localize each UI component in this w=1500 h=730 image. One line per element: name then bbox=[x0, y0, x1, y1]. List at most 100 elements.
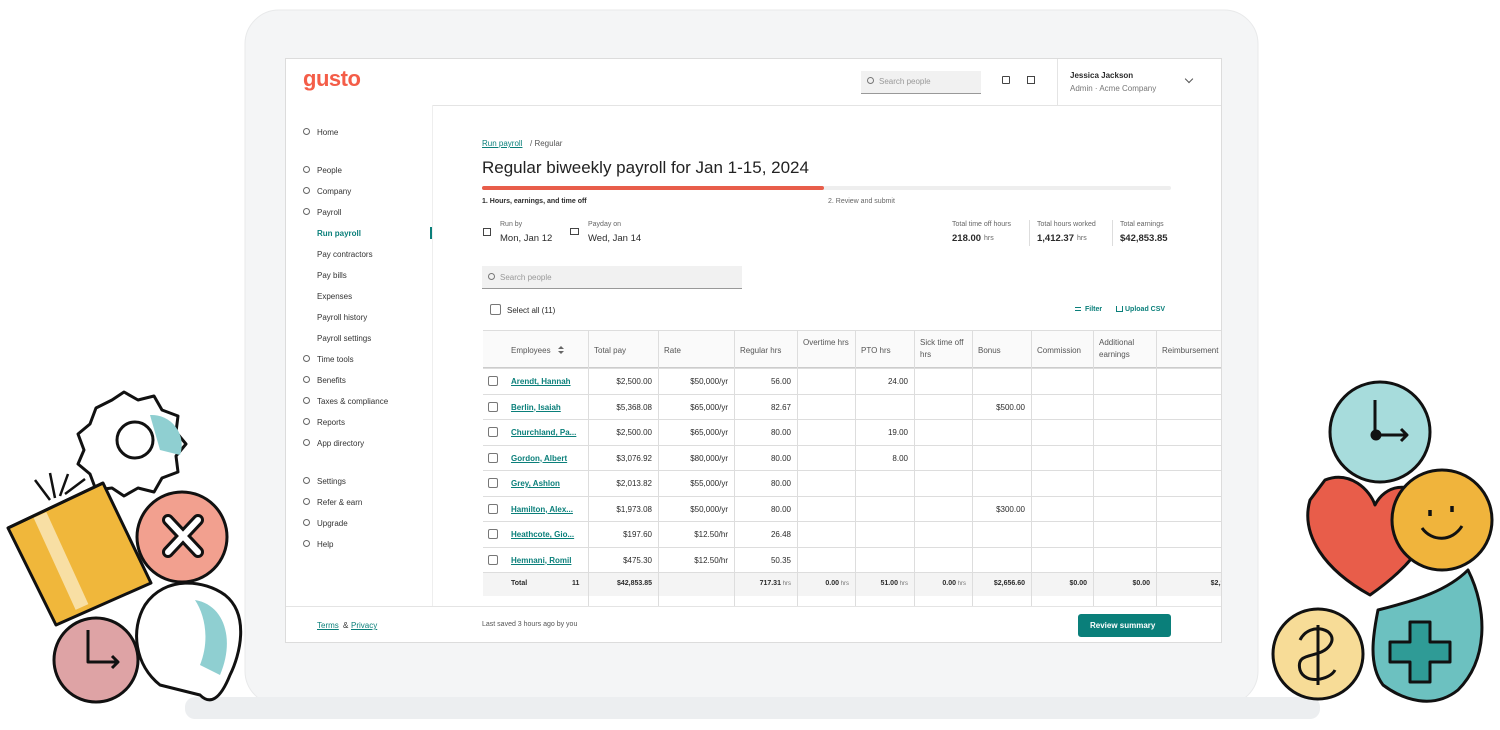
column-border bbox=[855, 330, 856, 606]
summary-label: Total time off hours bbox=[952, 221, 1012, 228]
employee-link[interactable]: Hamilton, Alex... bbox=[511, 504, 573, 514]
nav-item[interactable]: Company bbox=[317, 187, 352, 196]
column-header[interactable]: Total pay bbox=[594, 346, 627, 355]
row-border bbox=[483, 521, 1221, 522]
nav-subitem[interactable]: Pay contractors bbox=[317, 250, 373, 259]
table-cell: 80.00 bbox=[770, 428, 791, 437]
review-button[interactable] bbox=[1078, 614, 1171, 637]
nav-item[interactable]: Time tools bbox=[317, 355, 354, 364]
nav-item[interactable]: Refer & earn bbox=[317, 498, 363, 507]
employee-link[interactable]: Gordon, Albert bbox=[511, 453, 568, 463]
nav-subitem[interactable]: Payroll settings bbox=[317, 334, 372, 343]
nav-item[interactable]: Benefits bbox=[317, 376, 346, 385]
nav-icon bbox=[303, 355, 310, 362]
row-checkbox[interactable] bbox=[488, 554, 498, 565]
employee-link[interactable]: Berlin, Isaiah bbox=[511, 402, 561, 412]
nav-item[interactable]: Upgrade bbox=[317, 519, 348, 528]
row-checkbox[interactable] bbox=[488, 427, 498, 437]
row-border bbox=[483, 546, 1221, 548]
nav-item[interactable]: Taxes & compliance bbox=[317, 397, 389, 406]
nav-icon bbox=[303, 477, 310, 484]
total-cell: $2,656.60 bbox=[993, 580, 1025, 587]
step-label: 1. Hours, earnings, and time off bbox=[482, 198, 587, 205]
column-header[interactable]: Rate bbox=[664, 346, 681, 355]
table-cell: 24.00 bbox=[887, 377, 908, 386]
column-header[interactable]: Additional earnings bbox=[1099, 338, 1135, 359]
row-checkbox[interactable] bbox=[488, 452, 498, 463]
total-cell: 0.00 hrs bbox=[803, 580, 849, 587]
table-cell: 80.00 bbox=[770, 453, 791, 463]
table-cell: $65,000/yr bbox=[690, 428, 728, 437]
nav-item[interactable]: Payroll bbox=[317, 208, 342, 217]
terms-and: & bbox=[343, 621, 349, 630]
column-header[interactable]: PTO hrs bbox=[861, 346, 891, 355]
privacy-link[interactable]: Privacy bbox=[351, 621, 378, 630]
footer-bar bbox=[286, 606, 1221, 642]
row-border bbox=[483, 444, 1221, 446]
nav-icon bbox=[303, 540, 310, 547]
table-cell: $5,368.08 bbox=[616, 402, 652, 412]
nav-subitem[interactable]: Payroll history bbox=[317, 313, 368, 322]
breadcrumb-link[interactable]: Run payroll bbox=[482, 139, 523, 148]
select-all-checkbox bbox=[490, 304, 501, 315]
row-checkbox[interactable] bbox=[488, 529, 498, 539]
column-header[interactable]: Regular hrs bbox=[740, 346, 782, 355]
terms-link[interactable]: Terms bbox=[317, 621, 339, 630]
nav-item[interactable]: Home bbox=[317, 128, 339, 137]
nav-item[interactable]: App directory bbox=[317, 439, 365, 448]
column-header[interactable]: Employees bbox=[511, 346, 551, 355]
column-border bbox=[1093, 330, 1094, 606]
nav-item[interactable]: Settings bbox=[317, 477, 346, 486]
table-search bbox=[482, 266, 742, 289]
employee-link[interactable]: Hemnani, Romil bbox=[511, 555, 572, 565]
row-checkbox[interactable] bbox=[488, 401, 498, 412]
summary-divider bbox=[1029, 220, 1030, 246]
header-search bbox=[861, 71, 981, 94]
table-cell: $12.50/hr bbox=[694, 555, 728, 565]
nav-subitem[interactable]: Run payroll bbox=[317, 229, 362, 238]
column-header[interactable]: Commission bbox=[1037, 346, 1082, 355]
total-cell: $0.00 bbox=[1132, 580, 1150, 587]
employee-link[interactable]: Arendt, Hannah bbox=[511, 377, 571, 386]
total-unit: hrs bbox=[838, 581, 849, 587]
column-header[interactable]: Overtime hrs bbox=[803, 338, 849, 347]
total-value: 717.31 bbox=[759, 580, 781, 587]
row-checkbox[interactable] bbox=[488, 503, 498, 514]
employee-link[interactable]: Grey, Ashlon bbox=[511, 479, 560, 488]
upload-button[interactable]: Upload CSV bbox=[1125, 306, 1166, 313]
header-bar bbox=[286, 59, 1221, 106]
employee-link[interactable]: Heathcote, Gio... bbox=[511, 530, 575, 539]
nav-item[interactable]: Help bbox=[317, 540, 334, 549]
row-checkbox[interactable] bbox=[488, 376, 498, 386]
column-header[interactable]: Sick time off hrs bbox=[920, 338, 964, 359]
filter-button[interactable]: Filter bbox=[1085, 306, 1103, 313]
summary-unit: hrs bbox=[1077, 235, 1087, 242]
sort-icon bbox=[558, 346, 564, 349]
table-cell: $300.00 bbox=[996, 504, 1025, 514]
table-cell: $65,000/yr bbox=[690, 402, 728, 412]
nav-subitem[interactable]: Pay bills bbox=[317, 271, 347, 280]
table-cell: $475.30 bbox=[623, 555, 652, 565]
column-header[interactable]: Reimbursement bbox=[1162, 346, 1219, 355]
nav-item[interactable]: People bbox=[317, 166, 342, 175]
app-screen: gusto Search people Jessica Jackson Admin ·… bbox=[285, 58, 1222, 643]
column-header[interactable]: Bonus bbox=[978, 346, 1001, 355]
step-label: 2. Review and submit bbox=[828, 198, 895, 205]
search-icon bbox=[867, 77, 874, 84]
user-role: Admin · Acme Company bbox=[1070, 84, 1157, 93]
table-cell: $55,000/yr bbox=[690, 479, 728, 488]
nav-item[interactable]: Reports bbox=[317, 418, 346, 427]
table-cell: $50,000/yr bbox=[690, 504, 728, 514]
nav-icon bbox=[303, 376, 310, 383]
employee-link[interactable]: Churchland, Pa... bbox=[511, 428, 577, 437]
nav-subitem[interactable]: Expenses bbox=[317, 292, 353, 301]
table-cell: $3,076.92 bbox=[616, 453, 652, 463]
nav-icon bbox=[303, 418, 310, 425]
column-border bbox=[797, 330, 798, 606]
row-checkbox[interactable] bbox=[488, 478, 498, 488]
row-border bbox=[483, 495, 1221, 497]
nav-icon bbox=[303, 498, 310, 505]
breadcrumb-current: / Regular bbox=[530, 139, 563, 148]
row-border bbox=[483, 419, 1221, 420]
nav-icon bbox=[303, 128, 310, 135]
